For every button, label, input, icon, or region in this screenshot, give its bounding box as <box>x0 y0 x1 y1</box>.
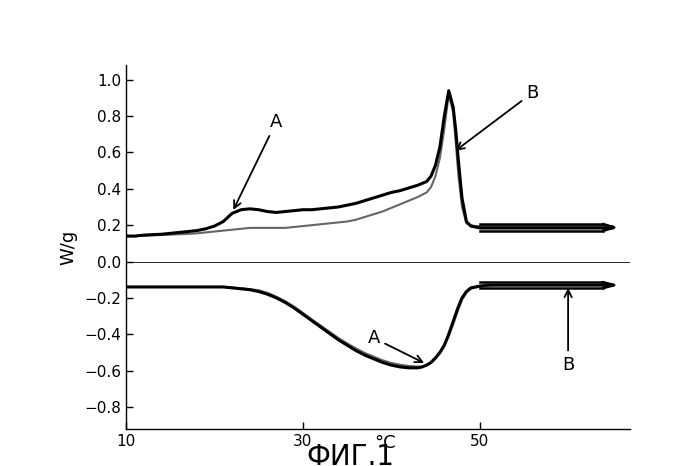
Text: A: A <box>234 113 283 208</box>
Text: ФИГ.1: ФИГ.1 <box>306 443 394 466</box>
Text: A: A <box>368 329 422 362</box>
Text: B: B <box>457 83 539 150</box>
Text: B: B <box>562 290 574 374</box>
Y-axis label: W/g: W/g <box>60 229 77 265</box>
Text: °C: °C <box>374 434 395 452</box>
